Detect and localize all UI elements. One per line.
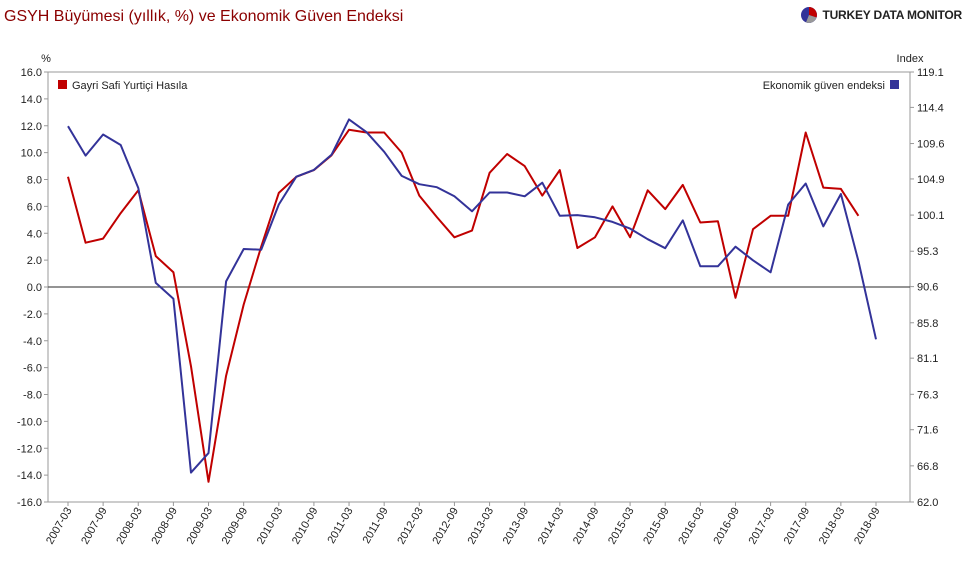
brand-name: TURKEY DATA MONITOR	[822, 8, 962, 22]
x-tick-label: 2013-03	[466, 505, 497, 546]
y2-tick-label: 100.1	[917, 210, 945, 222]
y-tick-label: 2.0	[27, 255, 42, 267]
x-tick-label: 2008-03	[114, 506, 145, 547]
y-tick-label: -6.0	[23, 363, 42, 375]
confidence-series-line	[67, 118, 877, 474]
x-tick-label: 2011-09	[361, 506, 391, 546]
x-tick-label: 2017-03	[747, 506, 778, 547]
gdp-series-line	[67, 128, 860, 483]
y-axis-label: %	[41, 53, 51, 65]
x-tick-label: 2016-03	[676, 506, 707, 547]
y2-tick-label: 119.1	[917, 67, 944, 79]
brand-pie-icon	[801, 7, 818, 23]
y-tick-label: 12.0	[21, 121, 42, 133]
x-tick-label: 2012-09	[430, 506, 461, 547]
x-tick-label: 2011-03	[325, 506, 355, 546]
legend-confidence-label: Ekonomik güven endeksi	[763, 80, 885, 92]
x-tick-label: 2010-09	[290, 506, 321, 547]
x-tick-label: 2014-03	[536, 506, 567, 547]
legend-gdp-swatch	[58, 80, 67, 89]
y2-tick-label: 76.3	[917, 389, 938, 401]
x-tick-label: 2010-03	[255, 506, 286, 547]
y-tick-label: 6.0	[27, 201, 42, 213]
y-tick-label: 4.0	[27, 228, 42, 240]
x-tick-label: 2018-09	[852, 506, 883, 547]
x-tick-label: 2012-03	[395, 506, 426, 547]
y-tick-label: 10.0	[21, 148, 42, 160]
x-tick-label: 2016-09	[711, 506, 742, 547]
x-tick-label: 2015-09	[641, 506, 672, 547]
brand-logo: TURKEY DATA MONITOR	[800, 6, 962, 24]
y-tick-label: -2.0	[23, 309, 42, 321]
y-tick-label: -14.0	[17, 470, 42, 482]
y2-tick-label: 85.8	[917, 318, 938, 330]
x-tick-label: 2007-09	[79, 506, 110, 547]
x-tick-label: 2018-03	[817, 506, 848, 547]
y-tick-label: 16.0	[21, 67, 42, 79]
y-tick-label: -10.0	[17, 416, 42, 428]
y2-axis-label: Index	[897, 53, 924, 65]
y-tick-label: 8.0	[27, 175, 42, 187]
x-tick-label: 2013-09	[501, 506, 532, 547]
y-tick-label: -8.0	[23, 390, 42, 402]
y2-tick-label: 71.6	[917, 425, 938, 437]
y2-tick-label: 81.1	[917, 353, 938, 365]
y-tick-label: -12.0	[17, 443, 42, 455]
x-tick-label: 2009-09	[220, 506, 251, 547]
y-tick-label: 14.0	[21, 94, 42, 106]
y-tick-label: 0.0	[27, 282, 42, 294]
y2-tick-label: 62.0	[917, 497, 938, 509]
x-tick-label: 2009-03	[185, 506, 216, 547]
y2-tick-label: 114.4	[917, 102, 944, 114]
x-tick-label: 2007-03	[44, 506, 75, 547]
x-tick-label: 2017-09	[782, 506, 813, 547]
y-tick-label: -4.0	[23, 336, 42, 348]
y2-tick-label: 109.6	[917, 139, 945, 151]
x-tick-label: 2014-09	[571, 506, 602, 547]
x-tick-label: 2008-09	[149, 506, 180, 547]
page-title: GSYH Büyümesi (yıllık, %) ve Ekonomik Gü…	[4, 8, 404, 25]
y2-tick-label: 95.3	[917, 246, 938, 258]
y-tick-label: -16.0	[17, 497, 42, 509]
y2-tick-label: 104.9	[917, 174, 945, 186]
y2-tick-label: 66.8	[917, 461, 938, 473]
x-tick-label: 2015-03	[606, 506, 637, 547]
legend-gdp-label: Gayri Safi Yurtiçi Hasıla	[72, 80, 188, 92]
y2-tick-label: 90.6	[917, 282, 938, 294]
legend-confidence-swatch	[890, 80, 899, 89]
